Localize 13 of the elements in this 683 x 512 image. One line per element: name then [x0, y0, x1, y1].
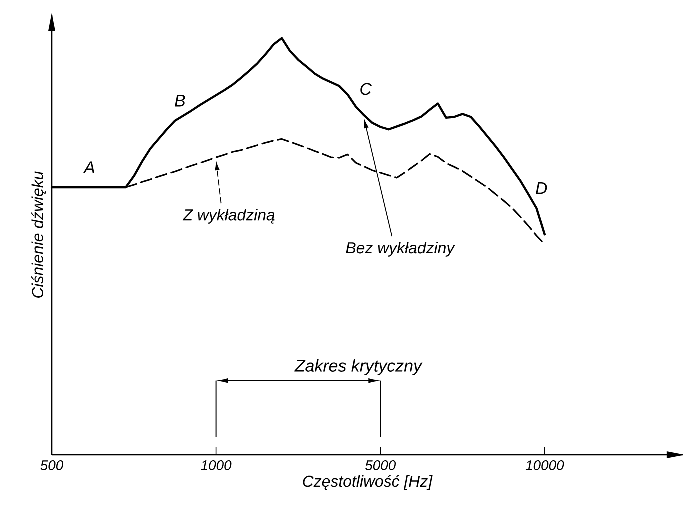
x-tick-label: 5000 — [365, 460, 396, 470]
x-tick-label: 500 — [40, 460, 64, 470]
annotation: Zakres krytyczny — [294, 360, 423, 376]
x-axis-title: Częstotliwość [Hz] — [303, 475, 433, 490]
annotation: D — [536, 182, 548, 194]
x-tick-label: 1000 — [201, 460, 232, 470]
text: Bez wykładziny — [346, 242, 456, 257]
y-axis-title: Ciśnienie dźwięku — [32, 172, 46, 298]
annotation: C — [360, 83, 372, 96]
x-tick-label: 10000 — [526, 460, 564, 470]
annotation: B — [175, 95, 186, 107]
legend-label: Z wykładziną — [182, 209, 275, 224]
annotation: A — [83, 162, 95, 174]
